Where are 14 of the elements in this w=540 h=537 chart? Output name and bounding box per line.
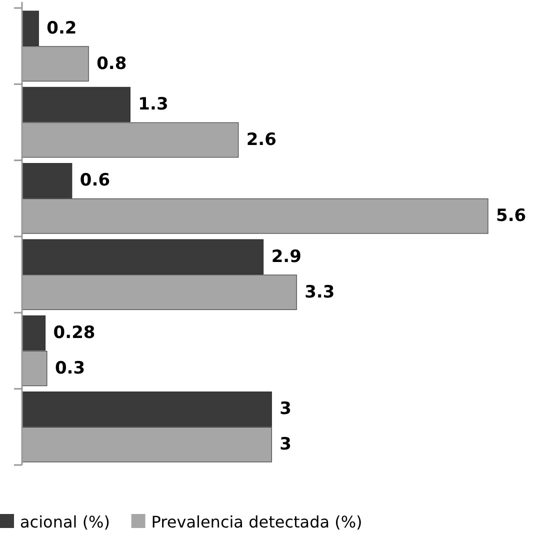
legend-label: Prevalencia detectada (%) (151, 512, 362, 532)
data-label: 3.3 (304, 282, 335, 302)
data-label: 5.6 (496, 206, 526, 226)
data-label: 3 (280, 399, 292, 420)
data-label: 0.6 (80, 170, 110, 191)
data-label: 2.6 (246, 130, 276, 150)
data-label: 0.2 (46, 18, 77, 38)
data-label: 1.3 (138, 94, 168, 115)
data-label: 0.8 (96, 54, 127, 74)
data-label: 2.9 (271, 246, 302, 267)
data-label: 0.3 (54, 358, 86, 378)
data-label: 0.28 (53, 323, 96, 344)
legend-label: acional (%) (20, 512, 110, 532)
data-label: 3 (280, 434, 292, 455)
